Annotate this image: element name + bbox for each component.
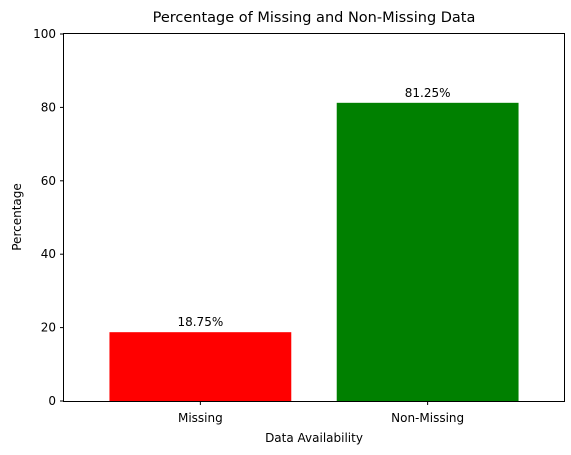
y-axis-label: Percentage bbox=[10, 183, 24, 251]
bars bbox=[109, 102, 519, 401]
bar-value-label: 81.25% bbox=[405, 86, 451, 100]
y-tick-label: 0 bbox=[48, 394, 56, 408]
bar-non-missing bbox=[336, 102, 519, 401]
y-tick-label: 20 bbox=[41, 321, 56, 335]
bar-value-label: 18.75% bbox=[177, 315, 223, 329]
y-axis-ticks: 0 20 40 60 80 100 bbox=[33, 27, 64, 408]
chart-title: Percentage of Missing and Non-Missing Da… bbox=[153, 10, 476, 26]
y-tick-label: 100 bbox=[33, 27, 56, 41]
x-tick-label: Non-Missing bbox=[391, 411, 464, 425]
x-axis-label: Data Availability bbox=[265, 431, 363, 445]
bar-data-labels: 18.75% 81.25% bbox=[177, 86, 450, 329]
x-tick-label: Missing bbox=[178, 411, 223, 425]
plot-area-frame bbox=[63, 33, 565, 402]
y-tick-label: 80 bbox=[41, 100, 56, 114]
y-tick-label: 60 bbox=[41, 174, 56, 188]
y-tick-label: 40 bbox=[41, 247, 56, 261]
x-axis-ticks: Missing Non-Missing bbox=[178, 401, 464, 425]
bar-missing bbox=[109, 332, 292, 401]
